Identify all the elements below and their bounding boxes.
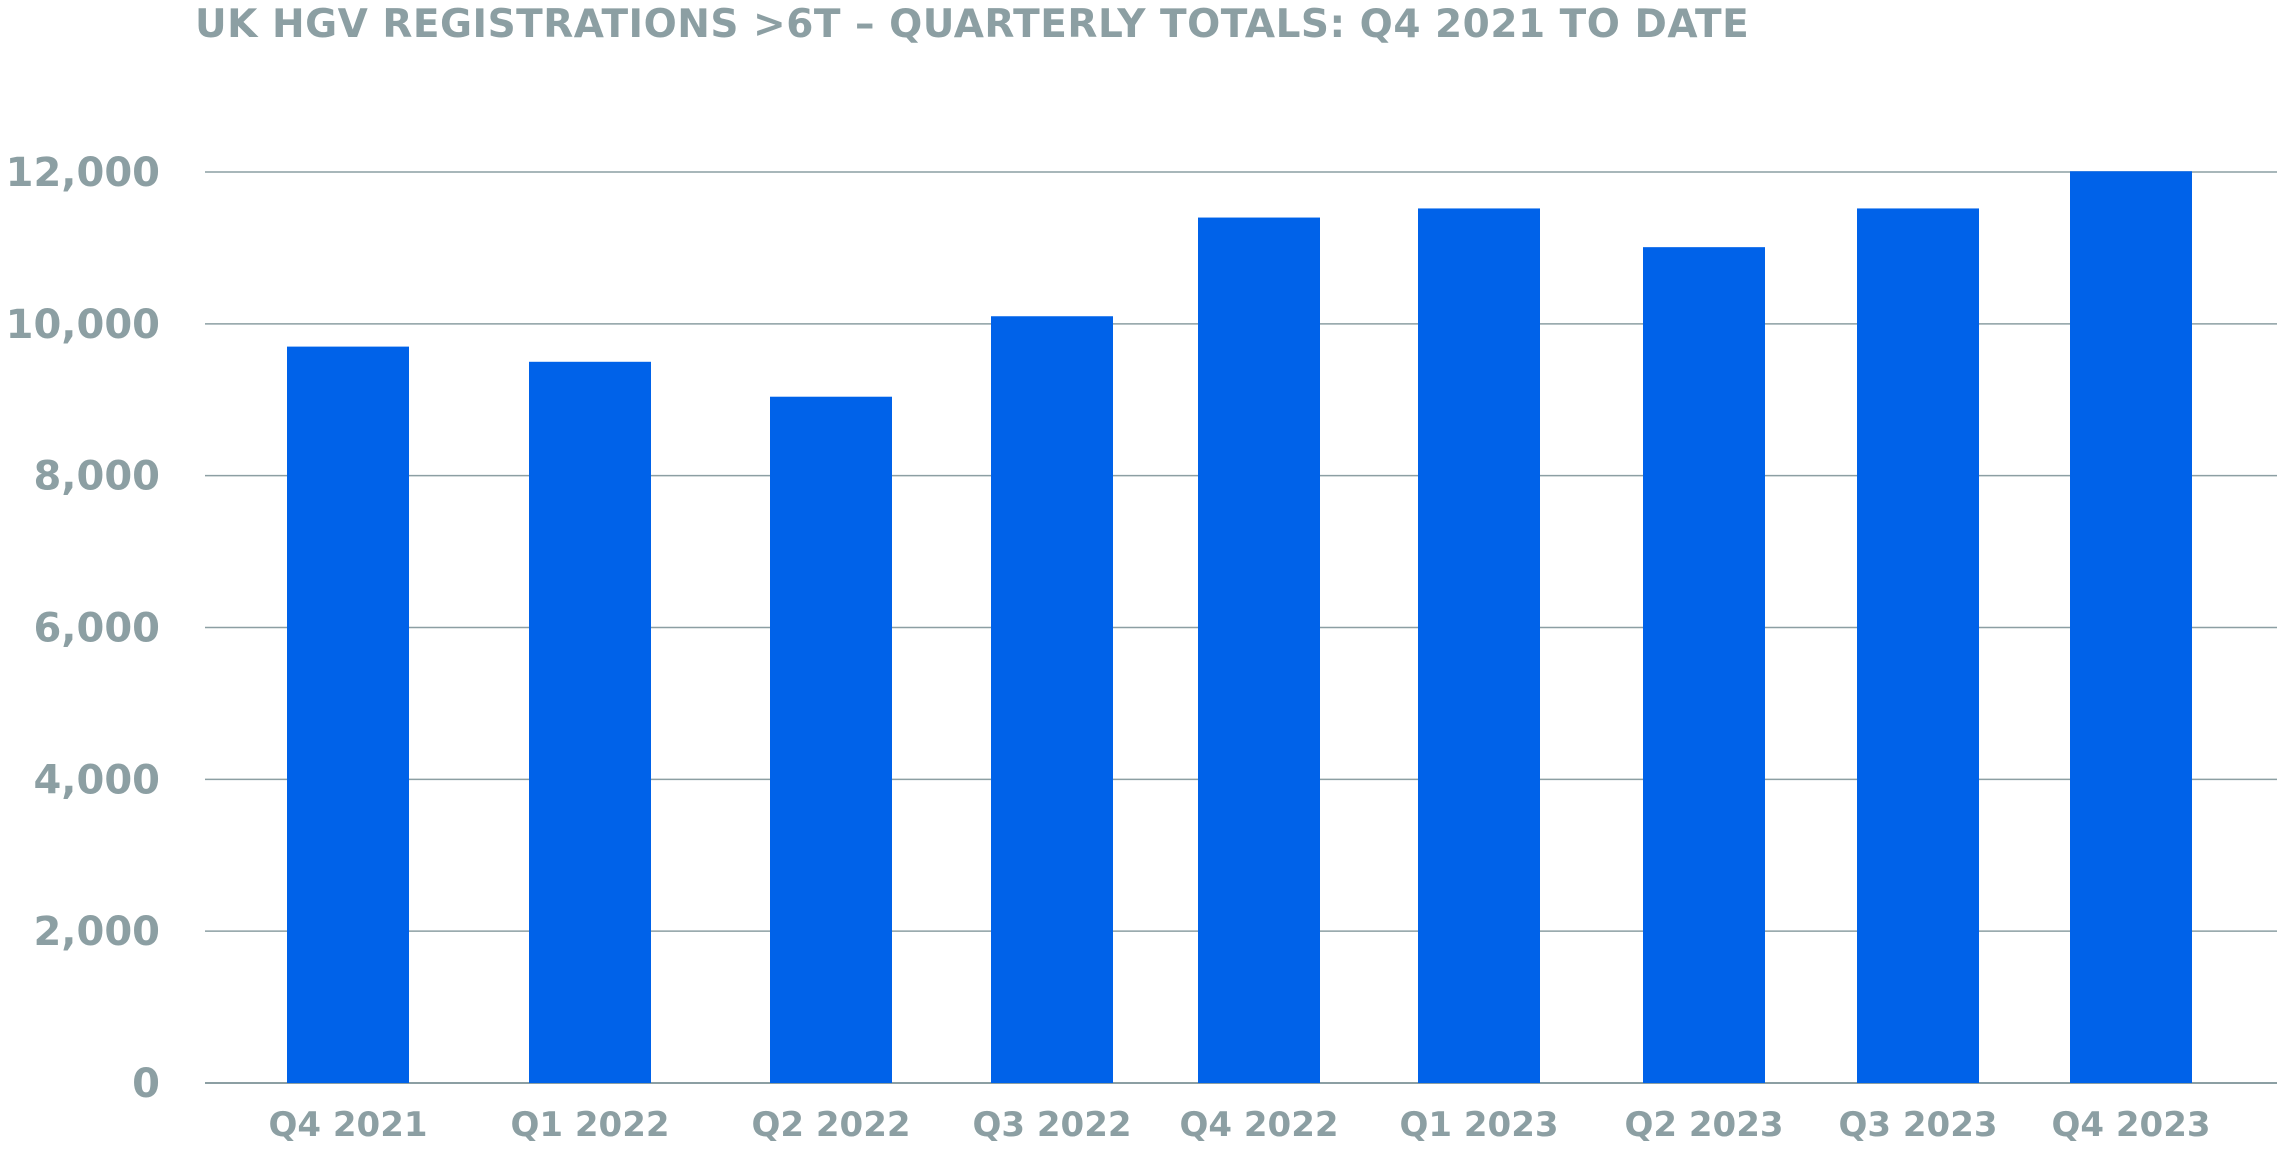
bar-q3-2023: [1857, 208, 1979, 1083]
bar-q4-2022: [1198, 217, 1320, 1084]
x-tick-label: Q4 2022: [1179, 1105, 1338, 1145]
bar-q1-2022: [529, 361, 651, 1084]
x-tick-label: Q4 2021: [268, 1105, 427, 1145]
x-tick-label: Q4 2023: [2051, 1105, 2210, 1145]
bar-q2-2022: [770, 396, 892, 1083]
x-tick-label: Q1 2023: [1399, 1105, 1558, 1145]
x-axis-tick-labels: Q4 2021 Q1 2022 Q2 2022 Q3 2022 Q4 2022 Q1 20…: [268, 1105, 2210, 1145]
bar-q2-2023: [1643, 247, 1765, 1084]
y-tick-label: 10,000: [6, 302, 160, 348]
y-tick-label: 6,000: [33, 606, 160, 652]
y-tick-label: 0: [132, 1061, 160, 1107]
bar-q4-2023: [2070, 171, 2192, 1083]
y-tick-label: 4,000: [33, 757, 160, 803]
bar-q1-2023: [1418, 208, 1540, 1083]
x-tick-label: Q1 2022: [510, 1105, 669, 1145]
x-tick-label: Q3 2023: [1838, 1105, 1997, 1145]
bar-q4-2021: [287, 346, 409, 1083]
bars: [287, 171, 2192, 1084]
bar-q3-2022: [991, 316, 1113, 1083]
x-tick-label: Q2 2023: [1624, 1105, 1783, 1145]
y-tick-label: 12,000: [6, 150, 160, 196]
x-tick-label: Q2 2022: [751, 1105, 910, 1145]
y-tick-label: 2,000: [33, 909, 160, 955]
y-axis-tick-labels: 0 2,000 4,000 6,000 8,000 10,000 12,000: [6, 150, 160, 1107]
y-tick-label: 8,000: [33, 454, 160, 500]
chart-title: UK HGV REGISTRATIONS >6T – QUARTERLY TOT…: [195, 2, 1750, 47]
x-tick-label: Q3 2022: [972, 1105, 1131, 1145]
